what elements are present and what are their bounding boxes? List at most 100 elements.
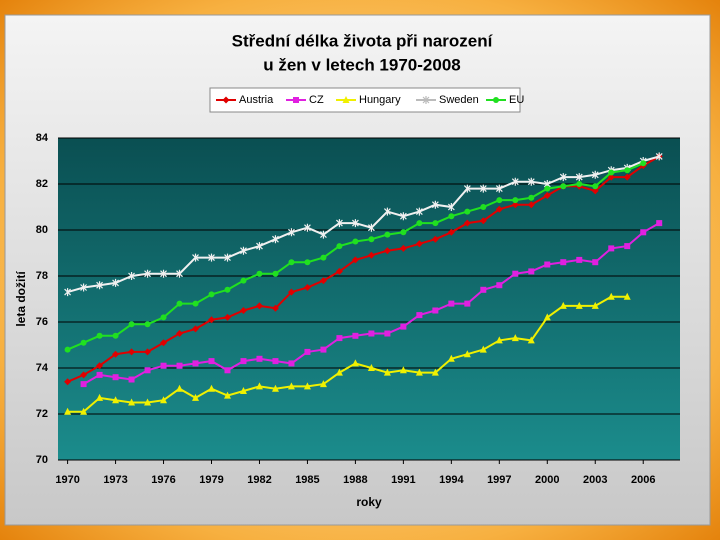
marker: [608, 169, 615, 176]
y-tick-label: 74: [36, 362, 49, 374]
x-tick-label: 1976: [151, 474, 175, 486]
marker: [447, 203, 455, 211]
marker: [320, 254, 327, 261]
y-tick-label: 78: [36, 270, 48, 282]
marker: [144, 321, 151, 328]
marker: [592, 259, 599, 266]
marker: [432, 220, 439, 227]
marker: [463, 184, 471, 193]
marker: [399, 212, 407, 221]
plot-area: [58, 138, 680, 460]
marker: [576, 256, 583, 263]
marker: [208, 316, 216, 324]
marker: [368, 236, 375, 243]
marker: [400, 323, 407, 330]
marker: [384, 330, 391, 337]
marker: [432, 307, 439, 314]
marker: [128, 398, 136, 406]
marker: [112, 278, 119, 287]
marker: [527, 201, 535, 209]
x-tick-label: 1982: [247, 474, 271, 486]
marker: [640, 229, 647, 236]
marker: [480, 286, 487, 293]
marker: [176, 300, 183, 307]
marker: [96, 362, 104, 370]
marker: [160, 314, 167, 321]
y-tick-label: 82: [36, 178, 48, 190]
marker: [80, 407, 88, 415]
legend: [209, 87, 521, 113]
marker: [447, 354, 455, 362]
marker: [208, 358, 215, 365]
marker: [528, 194, 535, 201]
marker: [368, 330, 375, 337]
x-tick-label: 2000: [535, 474, 559, 486]
marker: [96, 332, 103, 339]
marker: [495, 205, 503, 213]
marker: [383, 247, 391, 255]
marker: [607, 173, 615, 181]
marker: [293, 97, 299, 103]
marker: [448, 300, 455, 307]
marker: [239, 307, 247, 314]
marker: [464, 208, 471, 215]
marker: [422, 96, 430, 104]
marker: [448, 213, 455, 220]
marker: [655, 152, 663, 161]
marker: [335, 219, 343, 228]
marker: [240, 246, 247, 255]
x-tick-label: 2003: [583, 474, 607, 486]
series-line: [67, 155, 660, 294]
marker: [415, 207, 423, 216]
marker: [256, 355, 263, 362]
marker: [496, 197, 503, 204]
marker: [192, 300, 199, 307]
marker: [384, 231, 391, 238]
marker: [383, 207, 391, 216]
marker: [303, 284, 311, 291]
marker: [96, 393, 104, 401]
marker: [271, 384, 279, 392]
marker: [287, 288, 295, 296]
marker: [335, 267, 343, 275]
marker: [640, 160, 647, 167]
marker: [288, 228, 295, 237]
marker: [319, 277, 327, 285]
marker: [591, 301, 599, 309]
marker: [383, 368, 391, 376]
marker: [255, 382, 263, 390]
y-tick-label: 76: [36, 316, 48, 328]
marker: [144, 269, 151, 278]
marker: [527, 177, 535, 186]
x-tick-label: 1970: [55, 474, 79, 486]
marker: [256, 242, 263, 251]
marker: [447, 228, 455, 236]
marker: [495, 336, 503, 344]
marker: [367, 364, 375, 371]
marker: [352, 332, 359, 339]
marker: [320, 346, 327, 353]
marker: [144, 367, 151, 374]
marker: [176, 362, 183, 369]
marker: [352, 238, 359, 245]
marker: [208, 384, 216, 392]
y-tick-label: 72: [36, 408, 48, 420]
marker: [431, 235, 439, 243]
marker: [351, 359, 359, 367]
marker: [607, 292, 615, 300]
marker: [192, 253, 199, 262]
marker: [479, 217, 487, 225]
marker: [416, 312, 423, 319]
marker: [399, 366, 407, 374]
marker: [527, 336, 535, 344]
marker: [351, 219, 359, 228]
marker: [335, 368, 343, 376]
legend-label: CZ: [309, 94, 324, 106]
marker: [176, 269, 183, 278]
marker: [559, 173, 567, 182]
marker: [400, 229, 407, 236]
marker: [272, 358, 279, 365]
x-axis-label: roky: [356, 495, 382, 509]
marker: [416, 220, 423, 227]
marker: [288, 259, 295, 266]
